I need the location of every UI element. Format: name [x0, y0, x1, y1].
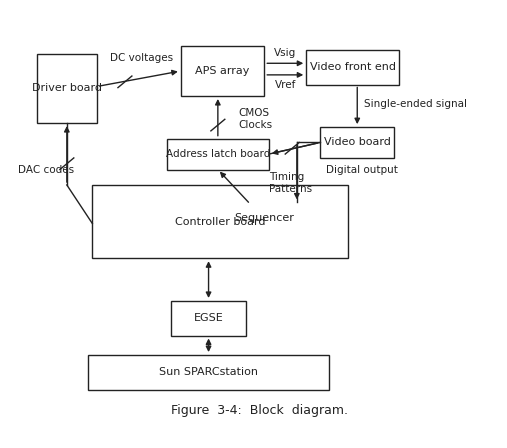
Text: Vsig: Vsig [274, 48, 297, 58]
Text: Timing
Patterns: Timing Patterns [269, 172, 312, 194]
FancyBboxPatch shape [171, 301, 246, 336]
FancyBboxPatch shape [37, 54, 97, 123]
FancyBboxPatch shape [232, 204, 297, 231]
Text: Address latch board: Address latch board [166, 149, 270, 159]
Text: APS array: APS array [195, 66, 249, 76]
Text: Vref: Vref [275, 80, 296, 90]
Text: Driver board: Driver board [32, 83, 102, 93]
Text: Figure  3-4:  Block  diagram.: Figure 3-4: Block diagram. [171, 404, 348, 417]
FancyBboxPatch shape [167, 138, 269, 169]
FancyBboxPatch shape [320, 127, 394, 158]
Text: Controller board: Controller board [175, 217, 266, 227]
Text: CMOS
Clocks: CMOS Clocks [239, 108, 273, 130]
FancyBboxPatch shape [92, 185, 348, 258]
FancyBboxPatch shape [88, 355, 330, 390]
Text: Sequencer: Sequencer [234, 213, 294, 223]
Text: Video board: Video board [324, 138, 391, 147]
Text: EGSE: EGSE [194, 313, 224, 323]
Text: DAC codes: DAC codes [18, 164, 74, 175]
Text: Single-ended signal: Single-ended signal [364, 99, 467, 109]
FancyBboxPatch shape [306, 50, 399, 85]
Text: DC voltages: DC voltages [110, 53, 173, 63]
FancyBboxPatch shape [180, 46, 264, 96]
Text: Video front end: Video front end [310, 62, 395, 72]
Text: Digital output: Digital output [326, 164, 398, 175]
Text: Sun SPARCstation: Sun SPARCstation [159, 367, 258, 377]
